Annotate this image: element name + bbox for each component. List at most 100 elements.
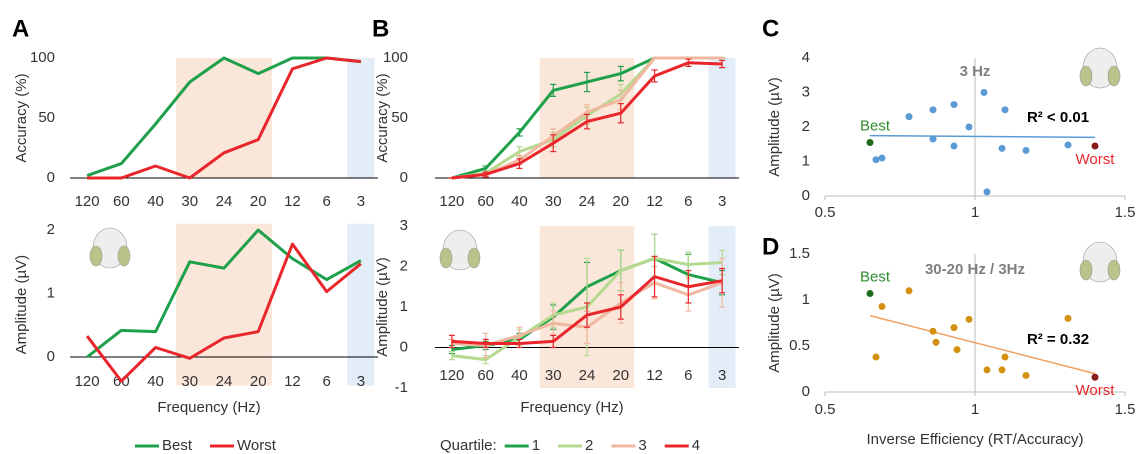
x-tick-label: 40 (511, 193, 528, 210)
x-tick-label: 0.5 (815, 204, 836, 221)
y-axis-label: Accuracy (%) (13, 73, 30, 162)
scatter-point (965, 123, 973, 131)
y-tick-label: 0 (802, 383, 810, 400)
x-tick-label: 6 (322, 373, 330, 390)
x-tick-label: 1 (971, 204, 979, 221)
x-tick-label: 20 (250, 373, 267, 390)
highlight-band (176, 58, 272, 178)
y-axis-label: Amplitude (µV) (766, 273, 783, 373)
series-line (85, 242, 362, 383)
y-tick-label: 1 (802, 152, 810, 169)
x-tick-label: 30 (181, 373, 198, 390)
x-tick-label: 60 (113, 193, 130, 210)
x-tick-label: 6 (322, 193, 330, 210)
annotation: R² = 0.32 (1027, 331, 1089, 348)
scatter-point (905, 113, 913, 121)
y-tick-label: 0 (400, 338, 408, 355)
scatter-point (950, 101, 958, 109)
y-tick-label: 1 (802, 291, 810, 308)
scatter-point (932, 338, 940, 346)
trendline (869, 314, 1096, 375)
x-tick-label: 120 (439, 193, 464, 210)
x-tick-label: 24 (216, 373, 233, 390)
x-axis-label: Frequency (Hz) (157, 399, 260, 416)
legend-label: 4 (692, 437, 700, 454)
scatter-point (950, 142, 958, 150)
head-icon (89, 227, 131, 269)
scatter-point (998, 144, 1006, 152)
y-tick-label: 0 (400, 169, 408, 186)
y-tick-label: 0 (47, 169, 55, 186)
x-tick-label: 24 (216, 193, 233, 210)
y-tick-label: 100 (383, 49, 408, 66)
x-tick-label: 12 (284, 193, 301, 210)
scatter-point (1091, 373, 1099, 381)
scatter-point (998, 366, 1006, 374)
series-line (87, 56, 362, 180)
x-tick-label: 20 (250, 193, 267, 210)
scatter-point (983, 366, 991, 374)
y-tick-label: -1 (395, 379, 408, 396)
point-label: Best (860, 117, 891, 134)
point-label: Best (860, 269, 891, 286)
legend-label: 1 (532, 437, 540, 454)
head-icon (1079, 241, 1121, 283)
highlight-band (176, 223, 272, 386)
scatter-point (905, 287, 913, 295)
y-tick-label: 1 (400, 298, 408, 315)
annotation: R² < 0.01 (1027, 109, 1089, 126)
scatter-point (950, 324, 958, 332)
legend-title: Quartile: (440, 437, 497, 454)
x-tick-label: 12 (284, 373, 301, 390)
scatter-point (878, 154, 886, 162)
x-tick-label: 12 (646, 193, 663, 210)
scatter-point (866, 290, 874, 298)
x-tick-label: 120 (75, 373, 100, 390)
y-tick-label: 100 (30, 49, 55, 66)
x-tick-label: 24 (579, 367, 596, 384)
x-tick-label: 0.5 (815, 401, 836, 418)
y-tick-label: 1 (47, 285, 55, 302)
x-tick-label: 24 (579, 193, 596, 210)
chart-title: 30-20 Hz / 3Hz (925, 261, 1025, 278)
x-tick-label: 6 (684, 367, 692, 384)
scatter-point (1064, 314, 1072, 322)
trendline (869, 134, 1096, 139)
panel-label: C (762, 15, 779, 42)
x-tick-label: 1.5 (1115, 204, 1136, 221)
panel-label: A (12, 15, 29, 42)
y-tick-label: 2 (400, 257, 408, 274)
x-axis-label: Inverse Efficiency (RT/Accuracy) (866, 431, 1083, 448)
y-axis-label: Amplitude (µV) (766, 77, 783, 177)
head-icon (1079, 47, 1121, 89)
x-tick-label: 20 (612, 193, 629, 210)
scatter-point (1022, 371, 1030, 379)
series-line (451, 275, 723, 345)
scatter-point (1001, 353, 1009, 361)
point-label: Worst (1076, 151, 1116, 168)
x-tick-label: 40 (511, 367, 528, 384)
y-tick-label: 4 (802, 49, 810, 66)
scatter-point (866, 139, 874, 147)
x-tick-label: 1.5 (1115, 401, 1136, 418)
highlight-band (347, 223, 375, 386)
x-tick-label: 30 (545, 193, 562, 210)
chart-title: 3 Hz (960, 63, 991, 80)
x-tick-label: 40 (147, 373, 164, 390)
scatter-point (929, 106, 937, 114)
scatter-point (1064, 141, 1072, 149)
scatter-point (1022, 146, 1030, 154)
x-tick-label: 6 (684, 193, 692, 210)
scatter-point (872, 156, 880, 164)
y-tick-label: 1.5 (789, 245, 810, 262)
scatter-point (965, 315, 973, 323)
x-tick-label: 12 (646, 367, 663, 384)
scatter-point (1091, 142, 1099, 150)
scatter-point (872, 353, 880, 361)
highlight-band (708, 58, 736, 178)
error-bar (448, 350, 455, 361)
y-axis-label: Amplitude (µV) (374, 257, 391, 357)
x-tick-label: 30 (545, 367, 562, 384)
panel-label: D (762, 233, 779, 260)
